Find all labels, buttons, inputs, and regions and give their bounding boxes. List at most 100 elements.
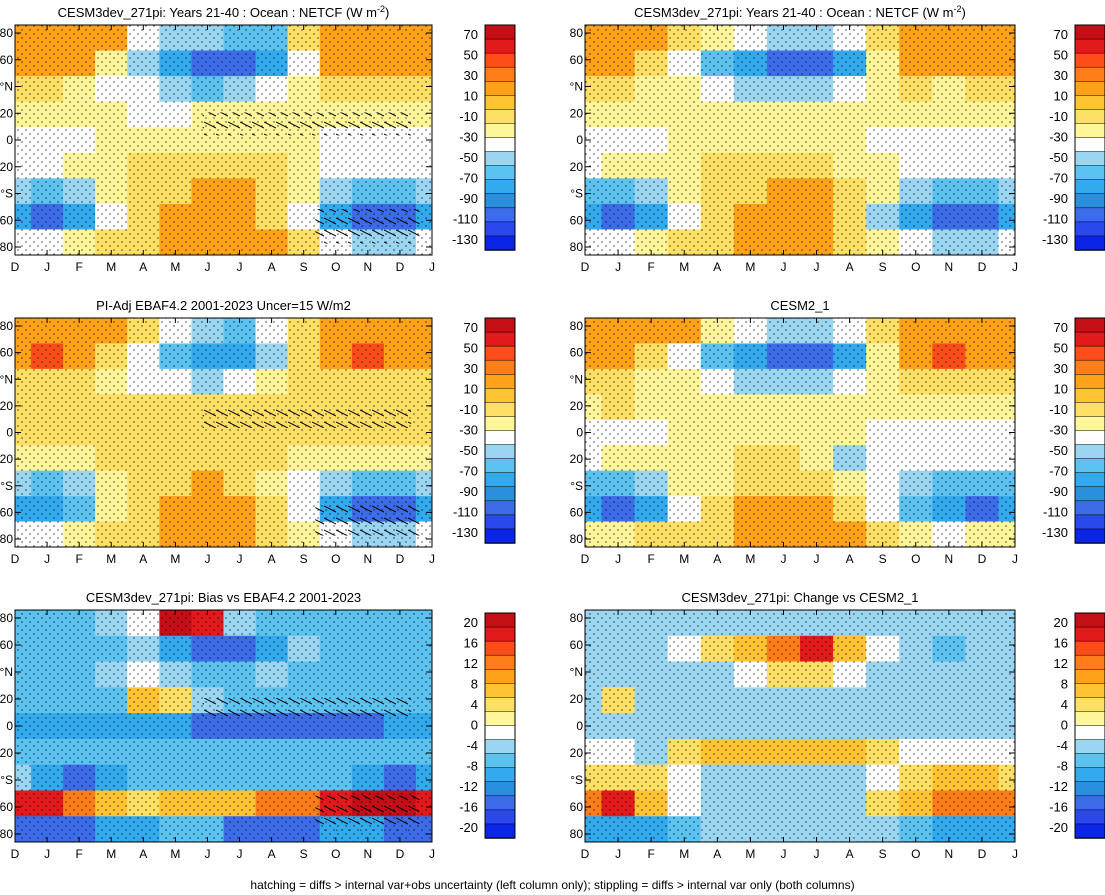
colorbar-swatch <box>1074 640 1105 656</box>
colorbar-swatch <box>484 781 516 797</box>
colorbar-swatch <box>484 235 516 251</box>
y-tick-label: °S <box>570 479 583 493</box>
x-tick-label: D <box>11 260 20 274</box>
colorbar-swatch <box>484 795 516 811</box>
x-tick-label: A <box>713 552 721 566</box>
colorbar-swatch <box>484 95 516 111</box>
colorbar-tick-label: -130 <box>1042 232 1068 247</box>
colorbar-tick-label: 10 <box>1054 89 1068 104</box>
x-tick-label: J <box>44 552 50 566</box>
colorbar-tick-label: 10 <box>464 89 478 104</box>
colorbar-swatch <box>484 374 516 390</box>
y-tick-label: °S <box>570 187 583 201</box>
hatch-overlay <box>202 112 412 136</box>
colorbar-tick-label: -12 <box>1049 779 1068 794</box>
colorbar-swatch <box>484 151 516 167</box>
x-tick-label: S <box>879 260 887 274</box>
colorbar-swatch <box>1074 654 1105 670</box>
x-tick-label: J <box>780 552 786 566</box>
y-tick-label: °N <box>570 665 583 679</box>
x-tick-label: A <box>846 260 854 274</box>
panel-title: CESM3dev_271pi: Bias vs EBAF4.2 2001-202… <box>86 590 361 605</box>
colorbar-tick-label: -20 <box>459 820 478 835</box>
x-tick-label: O <box>331 847 340 861</box>
colorbar-swatch <box>484 123 516 139</box>
x-tick-label: J <box>429 847 435 861</box>
x-tick-label: M <box>106 260 116 274</box>
x-tick-label: D <box>396 552 405 566</box>
colorbar-tick-label: 12 <box>1054 656 1068 671</box>
colorbar-tick-label: -10 <box>459 402 478 417</box>
colorbar: 70 50 30 10 -10 -30 -50 -70 -90 -110 -130 <box>452 317 516 544</box>
colorbar-swatch <box>484 416 516 432</box>
colorbar-tick-label: -30 <box>459 130 478 145</box>
colorbar-tick-label: 30 <box>464 361 478 376</box>
panel-title: CESM3dev_271pi: Change vs CESM2_1 <box>681 590 918 605</box>
heatmap-cells <box>585 610 1015 842</box>
colorbar-swatch <box>484 430 516 446</box>
colorbar-tick-label: -50 <box>459 443 478 458</box>
x-tick-label: A <box>139 847 147 861</box>
colorbar-swatch <box>484 165 516 181</box>
x-tick-label: A <box>268 847 276 861</box>
colorbar-swatch <box>484 486 516 502</box>
y-tick-label: 80 <box>570 319 584 333</box>
colorbar-swatch <box>1074 458 1105 474</box>
colorbar-tick-label: -130 <box>452 232 478 247</box>
heatmap-cells <box>15 25 432 255</box>
colorbar-swatch <box>484 640 516 656</box>
y-tick-label: 80 <box>570 240 584 254</box>
x-tick-label: M <box>679 552 689 566</box>
y-tick-label: 80 <box>570 611 584 625</box>
x-tick-label: F <box>75 847 82 861</box>
colorbar-swatch <box>484 193 516 209</box>
colorbar-swatch <box>484 458 516 474</box>
colorbar-swatch <box>484 207 516 223</box>
x-tick-label: O <box>331 260 340 274</box>
footer-note: hatching = diffs > internal var+obs unce… <box>250 878 855 892</box>
colorbar-tick-label: 8 <box>471 677 478 692</box>
y-tick-label: 60 <box>570 53 584 67</box>
colorbar-swatch <box>484 514 516 530</box>
colorbar-swatch <box>1074 317 1105 333</box>
x-tick-label: F <box>647 260 654 274</box>
colorbar-swatch <box>1074 500 1105 516</box>
colorbar-tick-label: -50 <box>1049 150 1068 165</box>
colorbar-swatch <box>1074 444 1105 460</box>
colorbar-tick-label: -130 <box>1042 525 1068 540</box>
x-tick-label: D <box>978 847 987 861</box>
x-tick-label: F <box>647 847 654 861</box>
y-tick-label: 60 <box>0 346 13 360</box>
colorbar-swatch <box>1074 781 1105 797</box>
x-tick-label: M <box>170 847 180 861</box>
colorbar-swatch <box>1074 669 1105 685</box>
colorbar-tick-label: -10 <box>1049 402 1068 417</box>
x-tick-label: J <box>44 847 50 861</box>
colorbar-tick-label: 70 <box>464 27 478 42</box>
colorbar-tick-label: -10 <box>1049 109 1068 124</box>
colorbar-swatch <box>1074 514 1105 530</box>
x-tick-label: M <box>679 260 689 274</box>
colorbar-tick-label: 10 <box>464 382 478 397</box>
x-tick-label: F <box>647 552 654 566</box>
y-tick-label: 80 <box>0 827 13 841</box>
colorbar-frame <box>1074 24 1105 251</box>
colorbar-tick-label: 12 <box>464 656 478 671</box>
y-tick-label: °N <box>570 80 583 94</box>
x-tick-label: D <box>11 552 20 566</box>
y-tick-label: 60 <box>570 800 584 814</box>
colorbar-frame <box>1074 612 1105 839</box>
colorbar-tick-label: 10 <box>1054 382 1068 397</box>
y-tick-label: 80 <box>570 26 584 40</box>
x-tick-label: F <box>75 260 82 274</box>
x-tick-label: A <box>139 552 147 566</box>
colorbar-tick-label: 50 <box>464 341 478 356</box>
colorbar-swatch <box>484 739 516 755</box>
y-tick-label: 60 <box>0 213 13 227</box>
x-tick-label: N <box>945 847 954 861</box>
colorbar-tick-label: 8 <box>1061 677 1068 692</box>
x-tick-label: J <box>429 260 435 274</box>
colorbar-tick-label: -16 <box>1049 799 1068 814</box>
colorbar-tick-label: 50 <box>1054 341 1068 356</box>
